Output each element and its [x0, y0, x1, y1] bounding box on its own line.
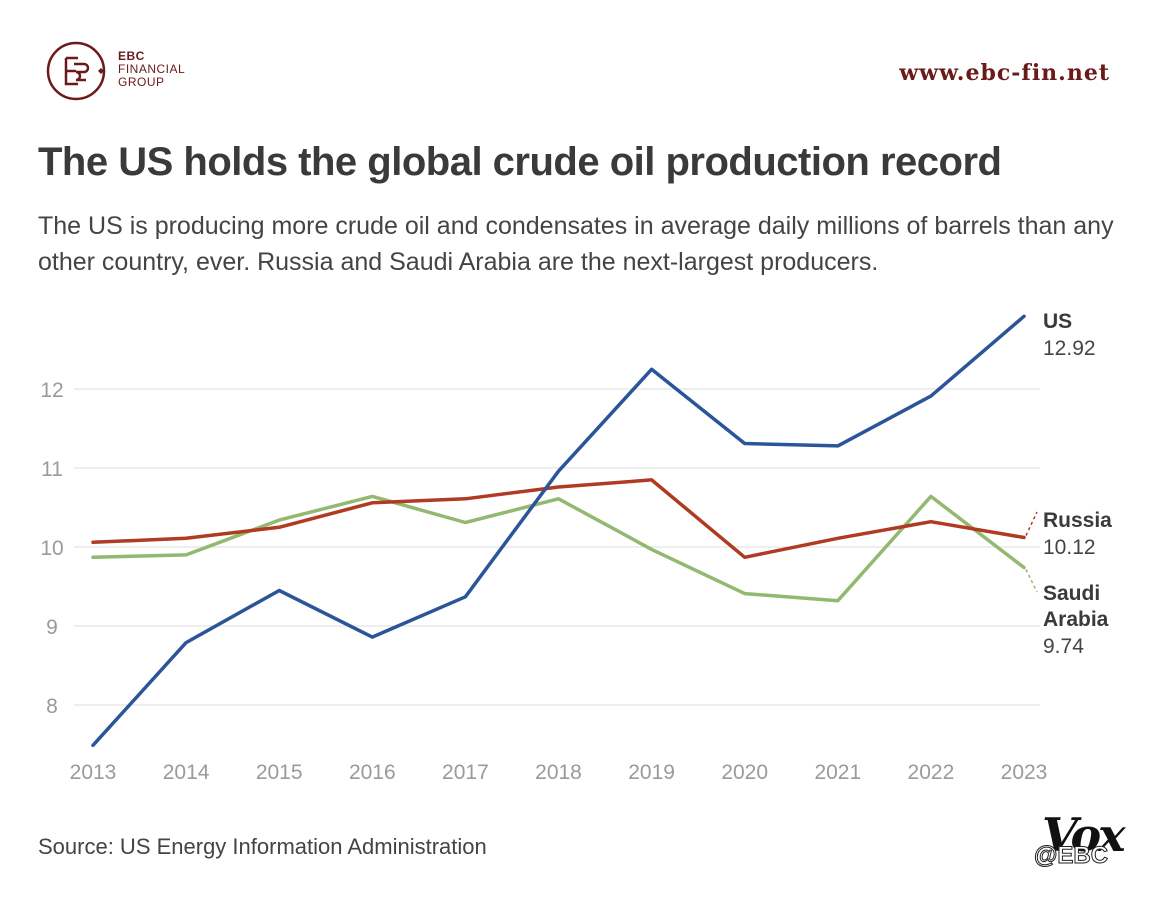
x-tick-label: 2022 — [908, 761, 955, 784]
x-tick-label: 2014 — [163, 761, 210, 784]
x-tick-label: 2023 — [1001, 761, 1048, 784]
leader-line-saudi-arabia — [1025, 569, 1038, 593]
logo-line-3: GROUP — [118, 75, 165, 89]
series-label-saudi-arabia-line: Arabia — [1043, 608, 1109, 631]
x-tick-label: 2015 — [256, 761, 303, 784]
chart-title: The US holds the global crude oil produc… — [38, 140, 1002, 184]
series-value-russia: 10.12 — [1043, 536, 1096, 559]
x-tick-label: 2019 — [628, 761, 675, 784]
y-tick-label: 11 — [41, 458, 63, 481]
series-label-us: US — [1043, 310, 1072, 333]
series-value-saudi-arabia: 9.74 — [1043, 635, 1084, 658]
x-tick-label: 2017 — [442, 761, 489, 784]
x-tick-label: 2021 — [814, 761, 861, 784]
y-tick-label: 9 — [46, 616, 58, 639]
vox-logo: Vox — [1042, 808, 1126, 862]
logo-line-1: EBC — [118, 49, 145, 63]
series-label-russia: Russia — [1043, 509, 1112, 532]
x-tick-label: 2018 — [535, 761, 582, 784]
ebc-logo-text: EBC FINANCIAL GROUP — [118, 50, 185, 89]
x-tick-label: 2013 — [70, 761, 117, 784]
series-label-saudi-arabia: Saudi Arabia — [1043, 582, 1109, 631]
source-note: Source: US Energy Information Administra… — [38, 834, 487, 859]
x-tick-label: 2020 — [721, 761, 768, 784]
series-line-us — [91, 314, 1026, 748]
series-line-saudi-arabia — [91, 494, 1026, 603]
series-line-russia — [91, 478, 1026, 560]
site-url: www.ebc-fin.net — [899, 60, 1110, 86]
y-tick-label: 10 — [40, 537, 63, 560]
series-value-us: 12.92 — [1043, 337, 1096, 360]
ebc-logo: EBC FINANCIAL GROUP — [46, 40, 221, 102]
ebc-logo-mark-icon — [46, 41, 106, 101]
chart-subtitle: The US is producing more crude oil and c… — [38, 212, 1114, 276]
y-tick-label: 12 — [40, 379, 63, 402]
x-tick-label: 2016 — [349, 761, 396, 784]
y-tick-label: 8 — [46, 695, 58, 718]
series-label-saudi-arabia-line: Saudi — [1043, 582, 1100, 605]
logo-line-2: FINANCIAL — [118, 62, 186, 76]
leader-line-russia — [1025, 511, 1038, 536]
ebc-watermark: @EBC — [1033, 842, 1109, 870]
